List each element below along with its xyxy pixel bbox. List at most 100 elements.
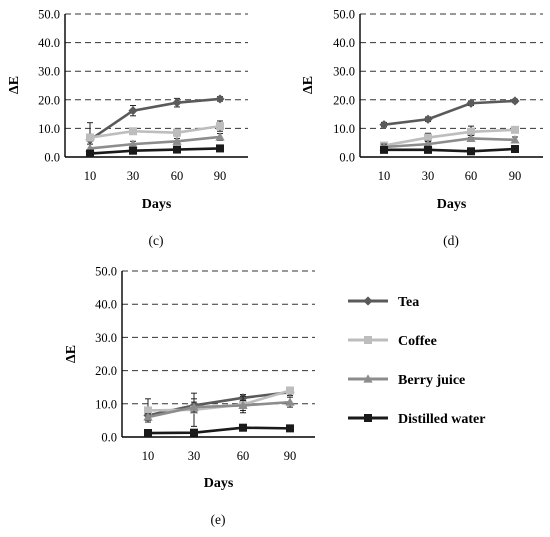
legend-item: Berry juice [348,373,465,388]
data-point [511,144,519,153]
series-line [89,147,221,155]
series-line [89,97,221,141]
series-line [89,135,221,150]
chart-panel-1: 0.0 10.0 20.0 30.0 40.0 50.0 10 30 60 90 Days ΔE (d) [301,8,543,248]
legend-label: Coffee [398,334,437,349]
series-line [384,147,516,153]
y-tick-label: 0.0 [339,151,355,165]
y-tick-label: 20.0 [38,93,60,107]
legend-marker [364,336,372,344]
y-tick-label: 30.0 [95,331,117,345]
x-tick-label: 60 [237,449,250,463]
data-point [510,135,520,144]
series-line [383,128,516,147]
data-point [86,149,94,158]
chart-panel-2: 0.0 10.0 20.0 30.0 40.0 50.0 10 30 60 90 Days ΔE (e) [64,265,315,527]
x-axis-title: Days [142,197,172,212]
data-point [423,114,433,124]
x-tick-label: 90 [509,169,522,183]
data-point [172,98,182,108]
legend-marker [363,374,373,383]
x-tick-label: 30 [127,169,140,183]
x-tick-label: 10 [84,169,97,183]
y-tick-label: 50.0 [333,8,355,22]
series-distilled-water [380,144,519,156]
y-tick-label: 40.0 [38,36,60,50]
data-point [189,402,199,411]
y-tick-label: 50.0 [95,265,117,279]
x-tick-label: 60 [171,169,184,183]
data-point [86,133,94,142]
data-point [423,139,433,148]
data-point [424,145,432,154]
data-point [143,412,153,421]
data-point [424,133,432,142]
data-point [129,146,137,155]
data-point [216,144,224,153]
y-tick-label: 0.0 [101,431,117,445]
panel-label: (c) [149,233,164,248]
data-point [172,136,182,145]
legend-label: Tea [398,295,419,310]
series-distilled-water [144,423,294,438]
y-tick-label: 10.0 [95,397,117,411]
data-point [467,127,475,136]
data-point [173,145,181,154]
data-point [238,400,248,410]
y-axis-title: ΔE [301,76,316,94]
legend-label: Distilled water [398,412,485,427]
data-point [173,128,181,137]
x-axis-title: Days [437,197,467,212]
x-tick-label: 60 [465,169,478,183]
data-point [190,428,198,437]
x-tick-label: 10 [142,449,155,463]
data-point [286,386,294,395]
y-tick-label: 30.0 [333,65,355,79]
data-point [379,120,389,130]
y-tick-label: 10.0 [333,122,355,136]
data-point [144,406,152,415]
legend-item: Coffee [348,334,437,349]
series-berry-juice [85,132,225,154]
series-berry-juice [143,396,295,421]
data-point [216,122,224,131]
x-tick-label: 30 [422,169,435,183]
legend-item: Tea [348,295,419,310]
legend-marker [363,296,373,306]
series-line [383,137,516,149]
data-point [215,132,225,141]
legend-marker [364,414,372,422]
data-point [129,127,137,136]
series-line [147,426,291,435]
data-point [380,145,388,154]
series-line [147,400,291,419]
data-point [144,429,152,438]
series-tea [379,96,520,130]
panel-label: (d) [443,233,459,248]
y-tick-label: 50.0 [38,8,60,22]
data-point [285,397,295,406]
x-tick-label: 90 [214,169,227,183]
y-tick-label: 20.0 [95,364,117,378]
legend-item: Distilled water [348,412,485,427]
y-tick-label: 30.0 [38,65,60,79]
data-point [215,94,225,104]
x-tick-label: 90 [284,449,297,463]
legend-label: Berry juice [398,373,465,388]
data-point [128,139,138,148]
x-tick-label: 10 [378,169,391,183]
series-distilled-water [86,144,224,158]
y-tick-label: 20.0 [333,93,355,107]
data-point [128,106,138,116]
data-point [466,133,476,143]
x-tick-label: 30 [188,449,201,463]
chart-panel-0: 0.0 10.0 20.0 30.0 40.0 50.0 10 30 60 90 Days ΔE (c) [7,8,248,248]
y-axis-title: ΔE [7,76,22,94]
data-point [239,423,247,432]
series-line [383,99,516,126]
data-point [466,98,476,108]
data-point [467,147,475,156]
y-tick-label: 0.0 [44,151,60,165]
series-line [89,124,221,139]
